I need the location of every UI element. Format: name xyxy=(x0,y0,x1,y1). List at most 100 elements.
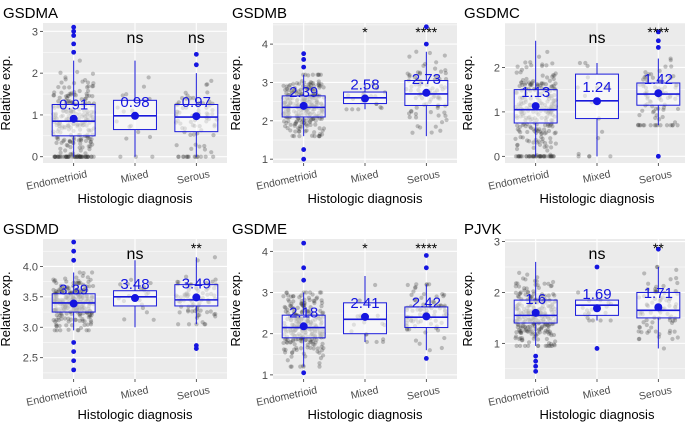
data-point xyxy=(587,154,592,159)
data-point xyxy=(186,308,191,313)
data-point xyxy=(312,134,317,139)
data-point xyxy=(85,154,90,159)
data-point xyxy=(526,80,532,85)
outlier-point xyxy=(655,38,661,44)
data-point xyxy=(531,140,536,145)
data-point xyxy=(374,339,379,345)
data-point xyxy=(309,133,315,138)
data-point xyxy=(77,154,83,159)
data-point xyxy=(524,286,529,291)
outlier-point xyxy=(193,343,199,348)
data-point xyxy=(669,320,675,325)
data-point xyxy=(65,93,70,98)
data-point xyxy=(59,80,64,85)
data-point xyxy=(297,118,302,123)
data-point xyxy=(319,344,324,349)
data-point xyxy=(537,330,542,335)
data-point xyxy=(81,287,86,292)
mean-point xyxy=(192,293,201,302)
data-point xyxy=(518,154,523,159)
data-point xyxy=(312,130,317,135)
data-point xyxy=(548,341,554,347)
data-point xyxy=(291,81,296,86)
x-axis-label: Histologic diagnosis xyxy=(78,191,193,206)
data-point xyxy=(58,286,63,292)
data-point xyxy=(407,327,412,332)
data-point xyxy=(292,342,297,347)
data-point xyxy=(542,144,547,150)
data-point xyxy=(545,343,550,349)
data-point xyxy=(514,70,519,75)
data-point xyxy=(80,79,85,84)
data-point xyxy=(412,74,418,80)
data-point xyxy=(539,130,544,136)
data-point xyxy=(284,339,289,345)
data-point xyxy=(294,119,299,125)
data-point xyxy=(321,126,327,131)
data-point xyxy=(547,123,552,128)
data-point xyxy=(532,278,538,283)
panel-gsdme: GSDME 1 2 3 4 Relative exp. Endometrioid Mixed S… xyxy=(228,221,457,422)
data-point xyxy=(79,138,84,143)
data-point xyxy=(551,154,556,159)
data-point xyxy=(291,294,296,299)
data-point xyxy=(552,131,557,136)
data-point xyxy=(207,99,212,104)
data-point xyxy=(442,335,447,341)
x-tick-label: Endometrioid xyxy=(487,168,550,193)
data-point xyxy=(525,138,530,143)
data-point xyxy=(527,154,532,159)
data-point xyxy=(539,81,544,86)
data-point xyxy=(317,83,323,89)
data-point xyxy=(672,318,678,323)
mean-label: 2.58 xyxy=(350,77,379,94)
data-point xyxy=(553,71,558,76)
mean-point xyxy=(69,299,78,308)
data-point xyxy=(357,298,362,303)
data-point xyxy=(315,346,320,351)
data-point xyxy=(64,142,69,148)
data-point xyxy=(545,75,550,80)
data-point xyxy=(313,340,318,345)
data-point xyxy=(75,328,80,333)
group-mixed: 1.69 ns xyxy=(575,246,619,351)
data-point xyxy=(661,105,666,110)
data-point xyxy=(542,281,547,286)
group-endometrioid: 2.39 xyxy=(281,51,327,162)
x-tick-label: Mixed xyxy=(120,168,150,186)
data-point xyxy=(54,323,59,329)
data-point xyxy=(527,154,532,159)
significance-label: * xyxy=(362,24,368,40)
data-point xyxy=(433,124,438,129)
data-point xyxy=(546,293,551,298)
data-point xyxy=(522,343,528,349)
data-point xyxy=(78,325,84,331)
data-point xyxy=(299,301,305,306)
y-axis-label: Relative exp. xyxy=(0,271,13,346)
data-point xyxy=(530,154,535,159)
data-point xyxy=(660,114,665,120)
mean-label: 0.91 xyxy=(59,97,88,114)
data-point xyxy=(535,128,541,134)
data-point xyxy=(668,56,673,61)
data-point xyxy=(64,154,69,159)
data-point xyxy=(308,345,313,350)
data-point xyxy=(211,154,216,159)
x-tick-label: Endometrioid xyxy=(255,168,318,193)
data-point xyxy=(195,313,201,318)
outlier-point xyxy=(71,349,77,355)
data-point xyxy=(73,280,78,285)
data-point xyxy=(54,140,59,145)
data-point xyxy=(122,317,127,322)
data-point xyxy=(305,342,310,347)
mean-point xyxy=(531,308,540,317)
y-tick-label: 2.5 xyxy=(23,353,38,365)
data-point xyxy=(75,154,80,159)
data-point xyxy=(515,154,520,159)
data-point xyxy=(304,122,309,127)
mean-point xyxy=(361,312,369,321)
data-point xyxy=(85,85,90,90)
data-point xyxy=(531,336,536,341)
outlier-point xyxy=(193,62,199,68)
data-point xyxy=(290,350,295,355)
